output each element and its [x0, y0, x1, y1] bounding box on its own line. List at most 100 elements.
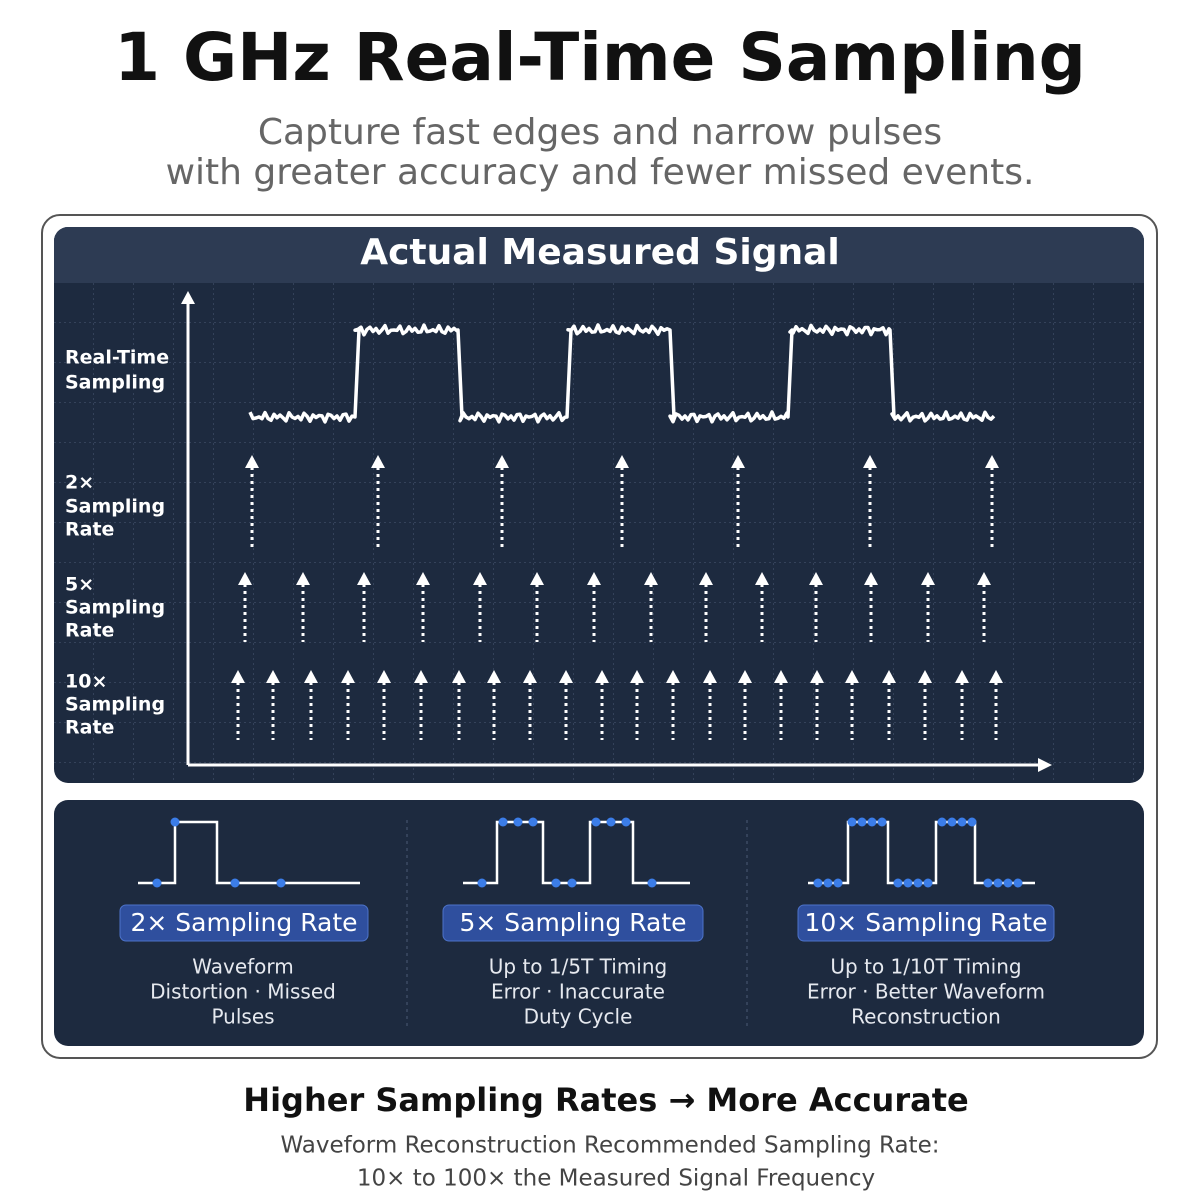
sample-dot	[1003, 878, 1013, 888]
row-label: Rate	[65, 620, 114, 642]
sample-arrow-head	[587, 572, 601, 585]
sample-arrow-head	[595, 670, 609, 683]
sample-arrow-head	[699, 572, 713, 585]
mini-waveform	[138, 820, 360, 885]
footer-title: Higher Sampling Rates → More Accurate	[243, 1081, 968, 1119]
row-label: Rate	[65, 519, 114, 541]
sample-arrow-head	[955, 670, 969, 683]
subtitle: with greater accuracy and fewer missed e…	[166, 152, 1035, 193]
sample-arrow-head	[985, 455, 999, 468]
sample-arrow-head	[774, 670, 788, 683]
row-label: 10×	[65, 671, 107, 693]
sample-dot	[1013, 878, 1023, 888]
sample-arrow-head	[882, 670, 896, 683]
rate-pill	[797, 904, 1055, 942]
mini-waveform	[463, 820, 690, 885]
card-description: Duty Cycle	[524, 1005, 633, 1029]
sample-dot	[893, 878, 903, 888]
measured-waveform	[248, 323, 996, 424]
sample-arrow-head	[452, 670, 466, 683]
row-label: Sampling	[65, 496, 165, 518]
row-label: Sampling	[65, 694, 165, 716]
sample-dot	[847, 817, 857, 827]
sample-dot	[833, 878, 843, 888]
sample-dot	[647, 878, 657, 888]
card-description: Waveform	[192, 955, 294, 979]
sample-dot	[170, 817, 180, 827]
sample-dot	[947, 817, 957, 827]
row-label: 2×	[65, 472, 94, 494]
rate-label: 2× Sampling Rate	[130, 908, 357, 937]
sample-arrow-head	[487, 670, 501, 683]
sample-dot	[867, 817, 877, 827]
sample-arrow-head	[810, 670, 824, 683]
sample-arrow-head	[615, 455, 629, 468]
y-axis-head	[181, 291, 195, 304]
x-axis-head	[1038, 758, 1052, 772]
sample-dot	[857, 817, 867, 827]
sample-arrow-head	[341, 670, 355, 683]
sample-arrow-head	[989, 670, 1003, 683]
sample-dot	[477, 878, 487, 888]
sample-dot	[152, 878, 162, 888]
sample-dot	[877, 817, 887, 827]
sample-dot	[957, 817, 967, 827]
sample-arrow-head	[304, 670, 318, 683]
card-description: Up to 1/10T Timing	[830, 955, 1021, 979]
main-diagram: Real-TimeSampling2×SamplingRate5×Samplin…	[65, 291, 1052, 772]
sample-dot	[967, 817, 977, 827]
card-description: Reconstruction	[851, 1005, 1001, 1029]
card-description: Pulses	[211, 1005, 274, 1029]
sample-arrow-head	[296, 572, 310, 585]
sample-dot	[903, 878, 913, 888]
rate-pill	[119, 904, 369, 942]
sample-dot	[823, 878, 833, 888]
sample-dot	[993, 878, 1003, 888]
rate-label: 5× Sampling Rate	[459, 908, 686, 937]
row-label: 5×	[65, 574, 94, 596]
sample-arrow-head	[809, 572, 823, 585]
sample-arrow-head	[845, 670, 859, 683]
sample-dot	[591, 817, 601, 827]
sample-dot	[528, 817, 538, 827]
sample-arrow-head	[523, 670, 537, 683]
card-description: Up to 1/5T Timing	[489, 955, 667, 979]
sample-dot	[498, 817, 508, 827]
sample-arrow-head	[630, 670, 644, 683]
footer-line: Waveform Reconstruction Recommended Samp…	[281, 1133, 940, 1159]
sample-dot	[513, 817, 523, 827]
sample-arrow-head	[266, 670, 280, 683]
sample-arrow-head	[921, 572, 935, 585]
sample-dot	[813, 878, 823, 888]
footer-line: 10× to 100× the Measured Signal Frequenc…	[357, 1166, 875, 1192]
sample-arrow-head	[416, 572, 430, 585]
sample-dot	[567, 878, 577, 888]
sample-dot	[913, 878, 923, 888]
sample-arrow-head	[559, 670, 573, 683]
sample-arrow-head	[703, 670, 717, 683]
sample-arrow-head	[377, 670, 391, 683]
sample-arrow-head	[977, 572, 991, 585]
panel-title: Actual Measured Signal	[360, 232, 840, 273]
sample-arrow-head	[357, 572, 371, 585]
sample-arrow-head	[918, 670, 932, 683]
sample-dot	[606, 817, 616, 827]
sample-arrow-head	[238, 572, 252, 585]
sample-dot	[923, 878, 933, 888]
sample-arrow-head	[495, 455, 509, 468]
rate-pill	[442, 904, 704, 942]
sample-arrow-head	[864, 572, 878, 585]
sample-arrow-head	[731, 455, 745, 468]
sample-dot	[621, 817, 631, 827]
sample-arrow-head	[231, 670, 245, 683]
sample-arrow-head	[755, 572, 769, 585]
sample-arrow-head	[530, 572, 544, 585]
sample-arrow-head	[863, 455, 877, 468]
sample-dot	[983, 878, 993, 888]
row-label: Rate	[65, 717, 114, 739]
card-description: Error · Inaccurate	[491, 980, 665, 1004]
sample-dot	[276, 878, 286, 888]
sample-arrow-head	[666, 670, 680, 683]
